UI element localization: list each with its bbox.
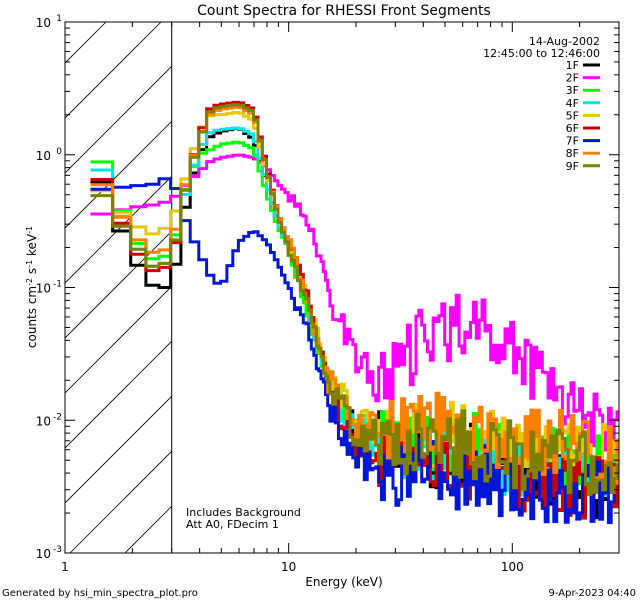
y-tick-exponent: -2 [53, 412, 62, 422]
y-tick-label: 10 [36, 414, 51, 428]
legend-label-2F: 2F [566, 72, 579, 85]
hatch-line [65, 22, 107, 64]
legend-label-8F: 8F [566, 147, 579, 160]
legend-label-1F: 1F [566, 59, 579, 72]
y-tick-exponent: -3 [53, 545, 62, 555]
x-tick-label: 10 [281, 560, 296, 574]
annotation-attenuator: Att A0, FDecim 1 [186, 518, 279, 531]
hatch-line [65, 175, 172, 284]
x-axis-label: Energy (keV) [305, 575, 382, 589]
footer-generated-by: Generated by hsi_min_spectra_plot.pro [2, 588, 198, 599]
x-tick-label: 100 [501, 560, 524, 574]
legend-label-5F: 5F [566, 109, 579, 122]
hatch-line [65, 340, 172, 449]
legend-label-9F: 9F [566, 160, 579, 173]
hatch-line [620, 0, 640, 553]
legend-label-3F: 3F [566, 84, 579, 97]
time-range-label: 12:45:00 to 12:46:00 [483, 47, 600, 60]
series-line-8F [90, 105, 619, 485]
y-axis-label: counts cm-2 s-1 keV-1 [25, 226, 40, 348]
series-line-9F [90, 103, 619, 496]
y-tick-exponent: 0 [56, 147, 62, 157]
y-tick-exponent: -1 [53, 280, 62, 290]
hatch-line [65, 120, 172, 229]
date-label: 14-Aug-2002 [529, 35, 600, 48]
hatch-lines [65, 0, 640, 553]
footer-timestamp: 9-Apr-2023 04:40 [549, 588, 636, 599]
series-line-2F [90, 153, 619, 458]
y-tick-label: 10 [36, 547, 51, 561]
hatch-line [65, 395, 172, 504]
legend-label-6F: 6F [566, 122, 579, 135]
y-tick-label: 10 [36, 149, 51, 163]
x-tick-label: 1 [61, 560, 69, 574]
y-tick-label: 10 [36, 16, 51, 30]
series-line-7F [90, 177, 619, 525]
annotation-background: Includes Background [186, 506, 301, 519]
y-tick-exponent: 1 [56, 14, 62, 24]
hatch-line [65, 65, 172, 174]
legend-label-4F: 4F [566, 97, 579, 110]
legend-label-7F: 7F [566, 135, 579, 148]
chart-title: Count Spectra for RHESSI Front Segments [197, 3, 491, 19]
y-tick-label: 10 [36, 282, 51, 296]
